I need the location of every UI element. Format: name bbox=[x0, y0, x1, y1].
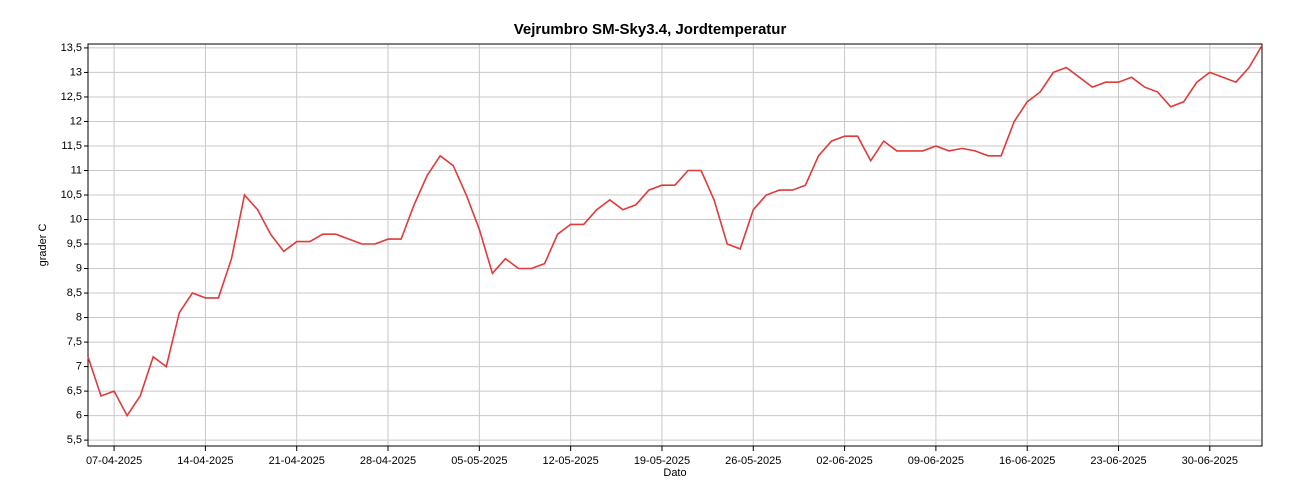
x-tick-label: 12-05-2025 bbox=[543, 455, 599, 467]
x-tick-label: 14-04-2025 bbox=[177, 455, 233, 467]
y-tick-label: 6 bbox=[76, 410, 82, 422]
y-tick-label: 8,5 bbox=[67, 287, 82, 299]
x-tick-label: 09-06-2025 bbox=[908, 455, 964, 467]
y-tick-label: 13 bbox=[70, 66, 82, 78]
x-tick-label: 16-06-2025 bbox=[999, 455, 1055, 467]
y-tick-label: 11 bbox=[71, 164, 82, 176]
plot-frame bbox=[87, 43, 1263, 447]
x-tick-label: 26-05-2025 bbox=[725, 455, 781, 467]
y-tick-label: 12 bbox=[70, 115, 82, 127]
x-tick-label: 07-04-2025 bbox=[86, 455, 142, 467]
y-tick-label: 10 bbox=[70, 213, 82, 225]
x-axis-label: Dato bbox=[663, 467, 686, 479]
y-axis-label: grader C bbox=[37, 224, 49, 267]
x-tick-label: 02-06-2025 bbox=[816, 455, 872, 467]
y-tick-label: 6,5 bbox=[67, 385, 82, 397]
y-tick-label: 8 bbox=[76, 311, 82, 323]
y-tick-label: 9,5 bbox=[67, 238, 82, 250]
data-line bbox=[87, 45, 1263, 418]
y-tick-label: 7,5 bbox=[67, 336, 82, 348]
y-tick-label: 10,5 bbox=[61, 189, 82, 201]
x-tick-label: 05-05-2025 bbox=[451, 455, 507, 467]
x-tick-label: 28-04-2025 bbox=[360, 455, 416, 467]
y-tick-label: 5,5 bbox=[67, 434, 82, 446]
chart-title: Vejrumbro SM-Sky3.4, Jordtemperatur bbox=[514, 21, 787, 38]
y-tick-label: 13,5 bbox=[61, 42, 82, 54]
y-tick-label: 11,5 bbox=[61, 140, 82, 152]
x-tick-label: 21-04-2025 bbox=[269, 455, 325, 467]
x-tick-label: 30-06-2025 bbox=[1182, 455, 1238, 467]
x-tick-label: 19-05-2025 bbox=[634, 455, 690, 467]
x-tick-label: 23-06-2025 bbox=[1090, 455, 1146, 467]
y-tick-label: 9 bbox=[76, 262, 82, 274]
y-tick-label: 7 bbox=[76, 360, 82, 372]
y-tick-label: 12,5 bbox=[61, 91, 82, 103]
